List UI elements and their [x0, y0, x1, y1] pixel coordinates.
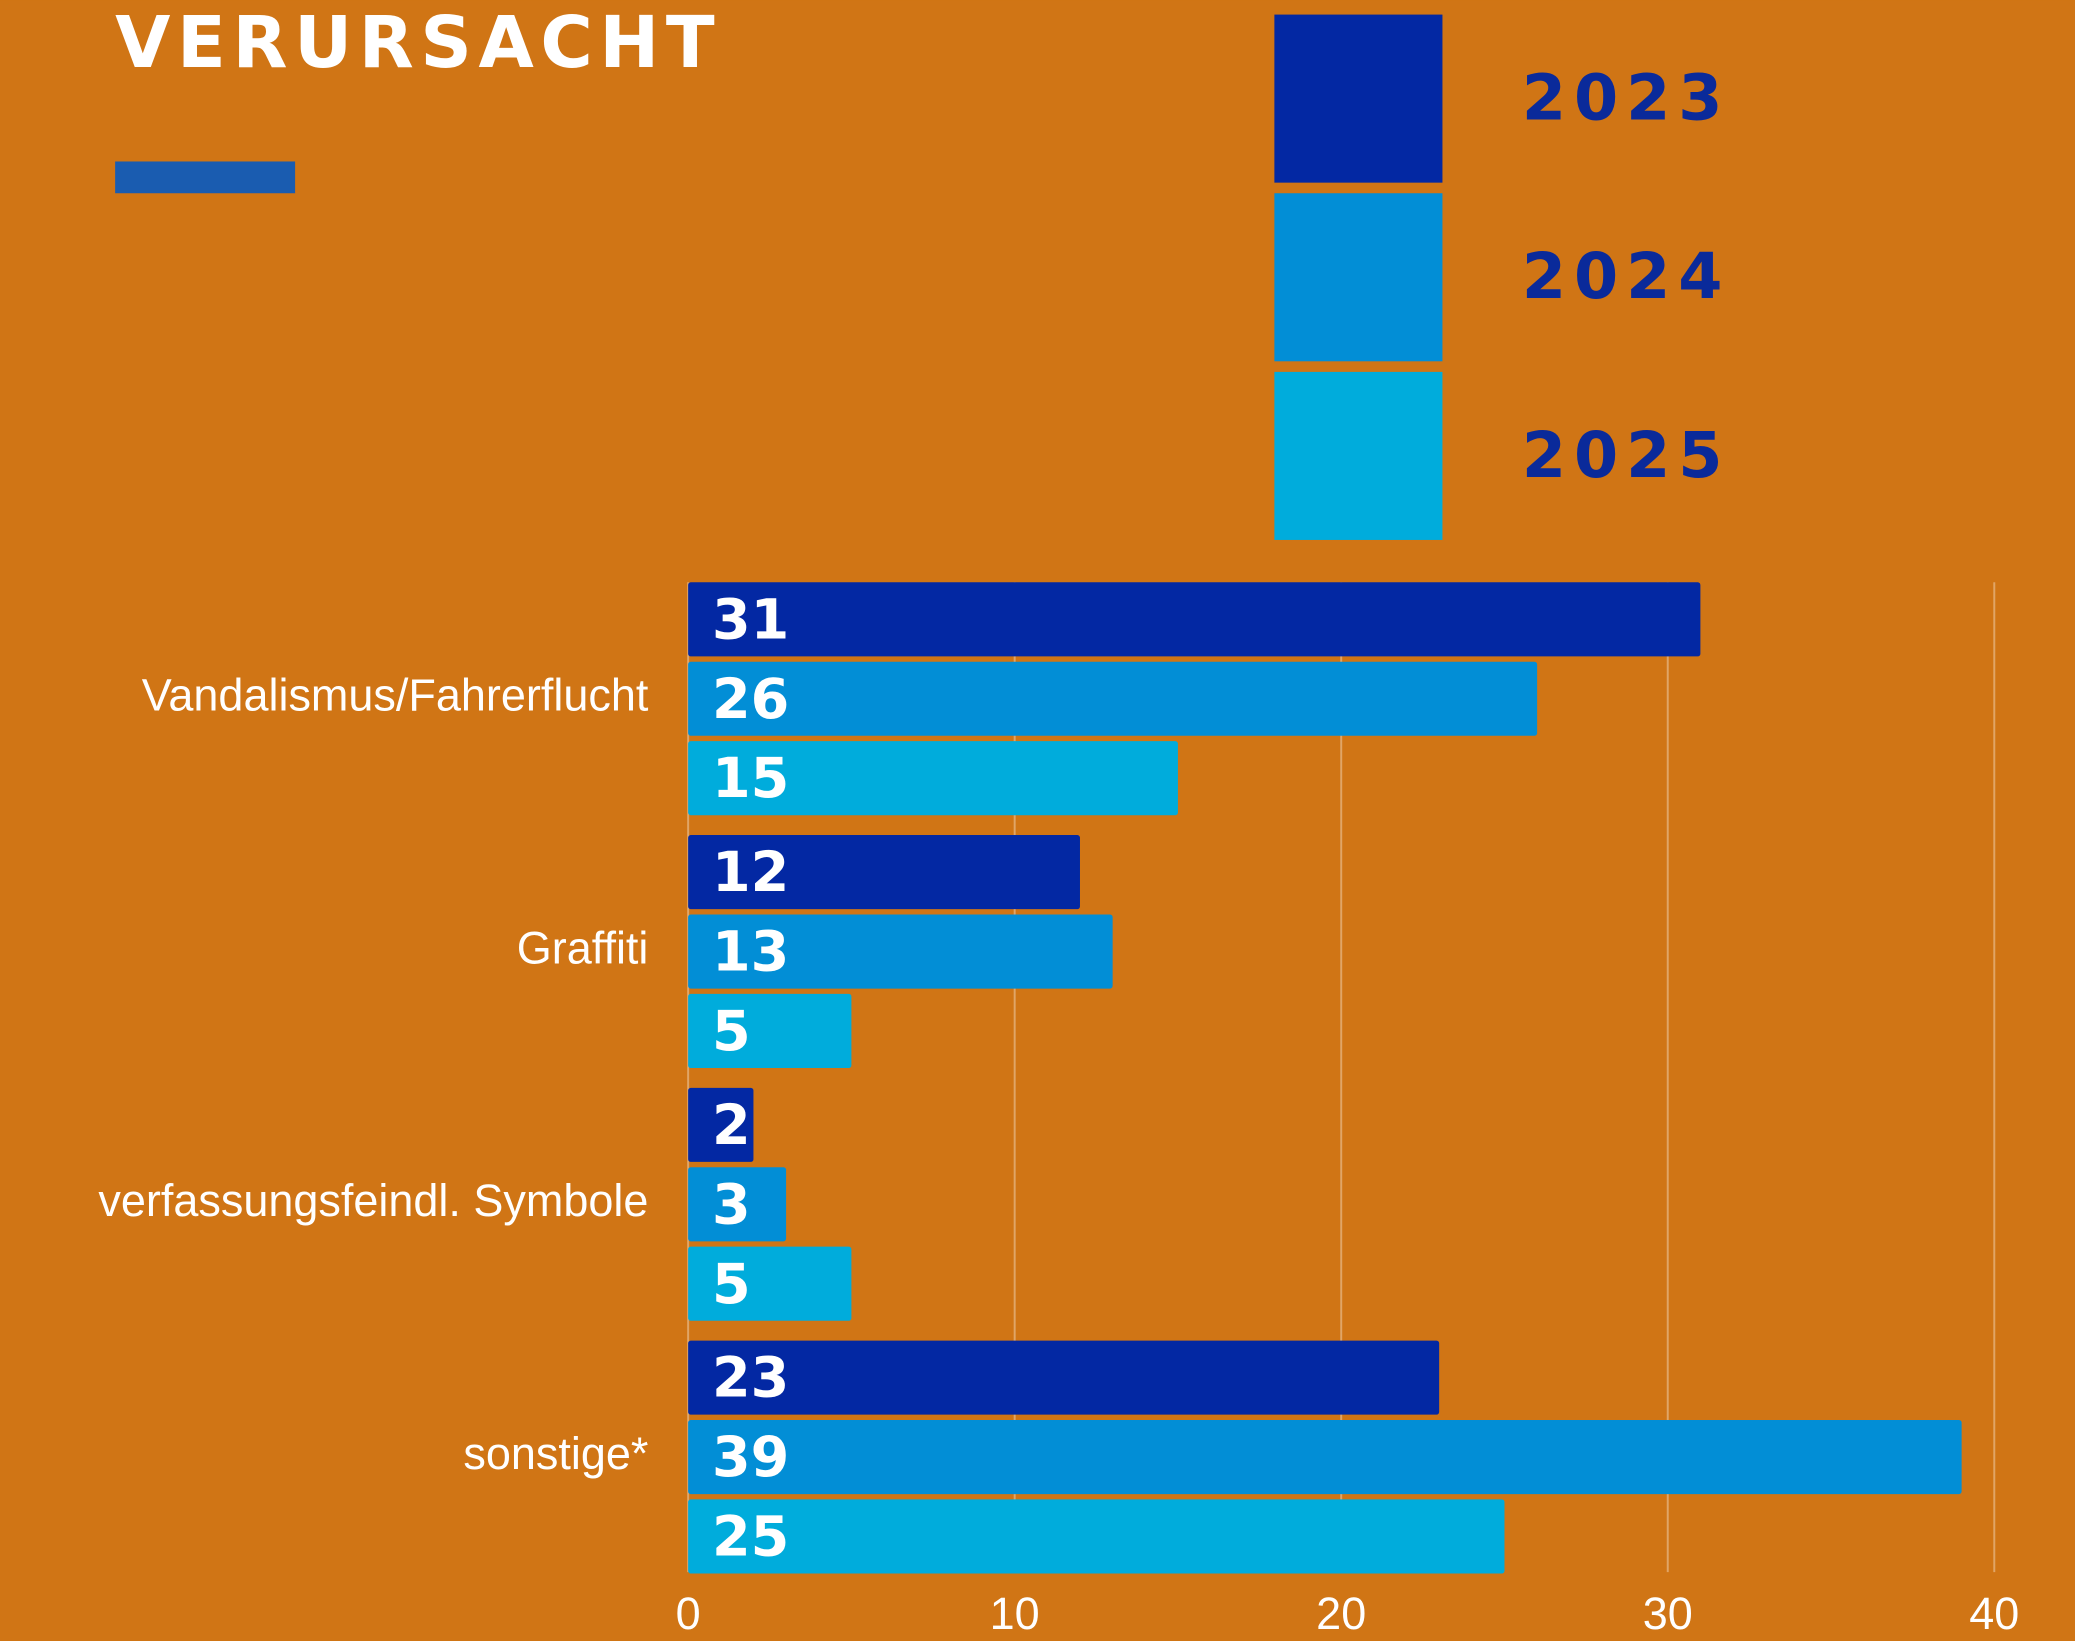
bar: [688, 1167, 787, 1242]
bar: [688, 582, 1701, 657]
value-label: 23: [712, 1346, 789, 1411]
value-label: 2: [712, 1093, 751, 1158]
category-label: Vandalismus/Fahrerflucht: [142, 670, 649, 721]
x-tick-label: 20: [1316, 1588, 1366, 1639]
legend-label: 2025: [1522, 418, 1731, 492]
bar: [688, 741, 1178, 816]
value-label: 15: [712, 746, 789, 811]
category-label: verfassungsfeindl. Symbole: [98, 1175, 648, 1226]
title-underline: [115, 161, 296, 194]
category-label: sonstige*: [463, 1428, 648, 1479]
value-label: 39: [712, 1425, 789, 1490]
chart-title: VERURSACHT: [115, 1, 721, 84]
value-label: 5: [712, 999, 751, 1064]
legend-swatch: [1274, 14, 1443, 183]
x-tick-label: 10: [990, 1588, 1040, 1639]
value-label: 25: [712, 1505, 789, 1570]
bar: [688, 1087, 754, 1162]
x-tick-label: 40: [1969, 1588, 2019, 1639]
legend-label: 2023: [1522, 60, 1731, 134]
value-label: 13: [712, 920, 789, 985]
bar: [688, 835, 1080, 910]
value-label: 26: [712, 667, 789, 732]
bar: [688, 1340, 1440, 1415]
bar: [688, 661, 1538, 736]
legend-swatch: [1274, 193, 1443, 362]
bar: [688, 1499, 1505, 1574]
value-label: 31: [712, 587, 789, 652]
legend-swatch: [1274, 371, 1443, 540]
value-label: 5: [712, 1252, 751, 1317]
value-label: 12: [712, 840, 789, 905]
legend-label: 2024: [1522, 239, 1731, 313]
category-label: Graffiti: [517, 922, 649, 973]
x-tick-label: 0: [676, 1588, 701, 1639]
bar: [688, 1246, 852, 1321]
bar: [688, 993, 852, 1068]
x-tick-label: 30: [1643, 1588, 1693, 1639]
bar: [688, 1419, 1962, 1495]
value-label: 3: [712, 1172, 751, 1237]
bar: [688, 914, 1113, 989]
